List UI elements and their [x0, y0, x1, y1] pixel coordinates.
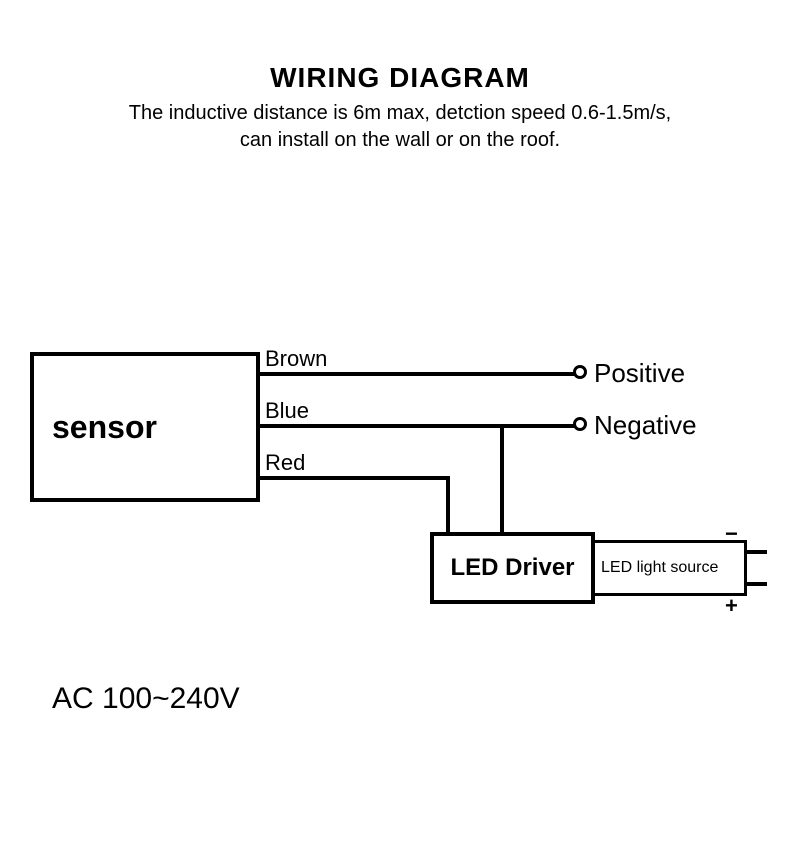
stub-plus: [747, 582, 767, 586]
wire-brown: [260, 372, 575, 376]
led-driver-block: LED Driver: [430, 532, 595, 604]
sensor-block: sensor: [30, 352, 260, 502]
plus-sign: +: [725, 593, 738, 619]
wire-blue: [260, 424, 575, 428]
wire-red-horizontal: [260, 476, 450, 480]
led-driver-label: LED Driver: [450, 554, 574, 582]
wire-blue-to-driver: [500, 424, 504, 536]
ac-voltage-label: AC 100~240V: [52, 682, 240, 716]
positive-label: Positive: [594, 358, 685, 389]
wire-brown-label: Brown: [265, 346, 327, 372]
minus-sign: −: [725, 521, 738, 547]
wire-blue-label: Blue: [265, 398, 309, 424]
negative-label: Negative: [594, 410, 697, 441]
terminal-negative: [573, 417, 587, 431]
wire-red-to-driver: [446, 476, 450, 536]
terminal-positive: [573, 365, 587, 379]
wire-red-label: Red: [265, 450, 305, 476]
sensor-label: sensor: [52, 409, 157, 446]
led-light-source-block: LED light source: [595, 540, 747, 596]
stub-minus: [747, 550, 767, 554]
wiring-diagram: sensor Brown Positive Blue Negative Red …: [0, 62, 800, 862]
led-light-source-label: LED light source: [601, 559, 718, 577]
